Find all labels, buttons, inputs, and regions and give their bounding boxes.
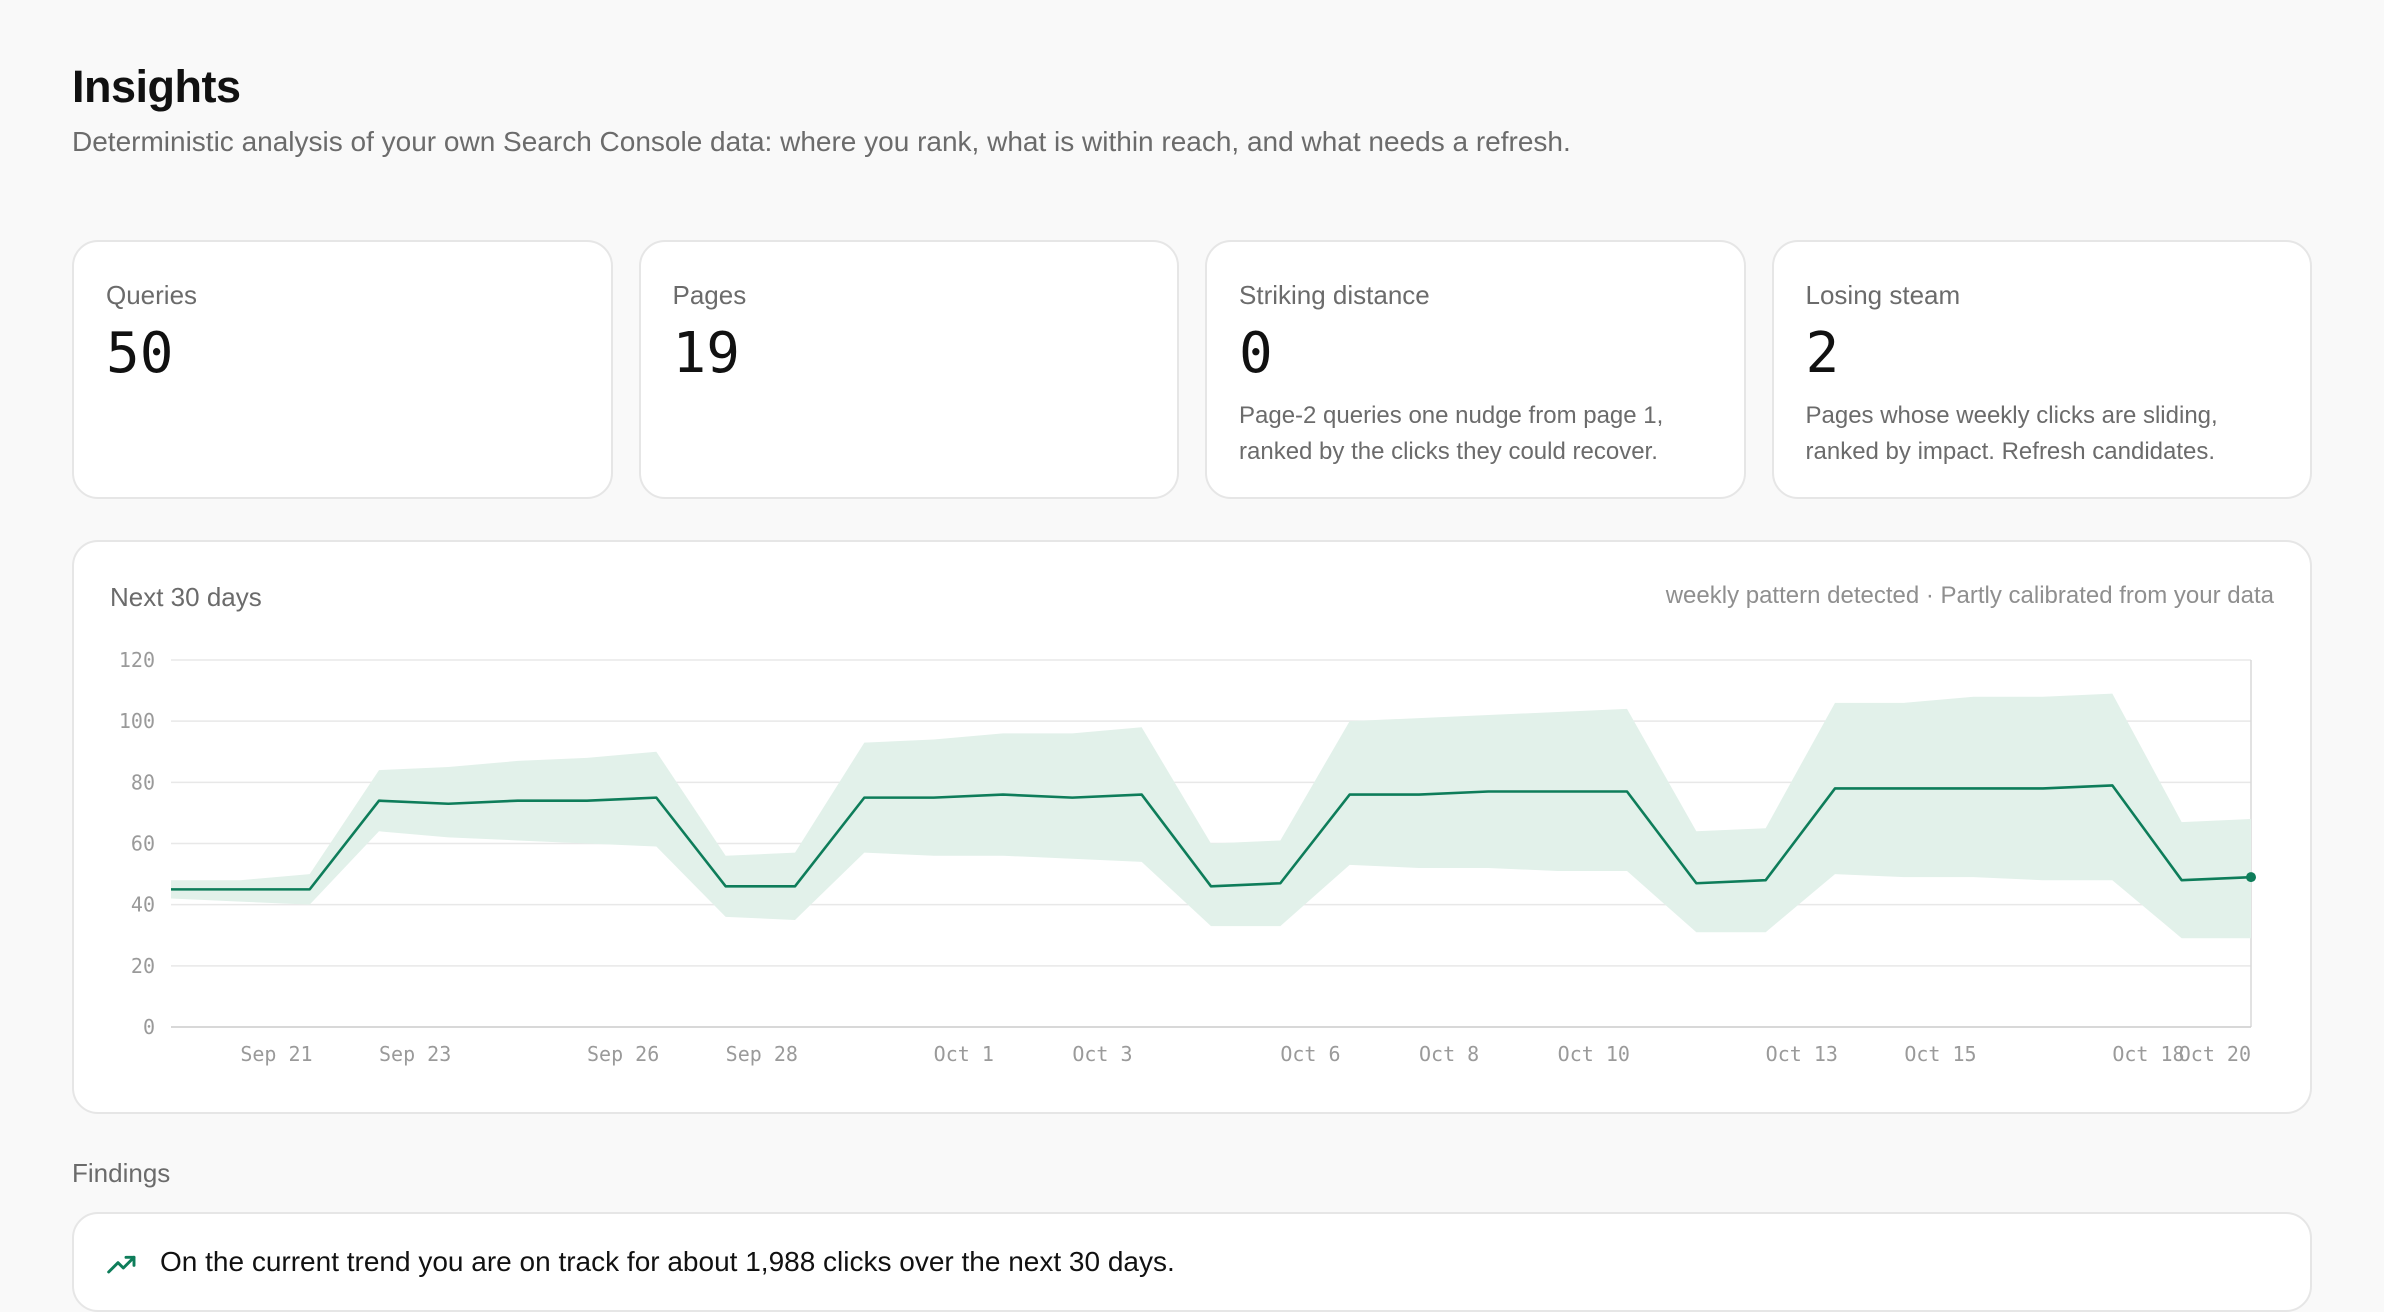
confidence-band — [171, 693, 2251, 939]
data-point[interactable] — [2246, 872, 2256, 883]
y-tick-label: 120 — [119, 648, 155, 672]
chart-note: weekly pattern detected · Partly calibra… — [1665, 582, 2274, 609]
x-tick-label: Oct 20 — [2179, 1042, 2251, 1066]
stat-label: Losing steam — [1805, 280, 1961, 310]
stat-card-striking-distance[interactable]: Striking distance 0 Page-2 queries one n… — [1205, 240, 1746, 499]
stat-value: 2 — [1805, 321, 1840, 386]
y-tick-label: 40 — [131, 893, 155, 917]
stat-value: 19 — [672, 321, 740, 386]
x-tick-label: Oct 8 — [1419, 1042, 1479, 1066]
chart-title: Next 30 days — [110, 582, 262, 612]
forecast-chart: 0 20 40 60 80 100 120 Sep 21 Sep 23 Sep 26 Sep 28 O… — [119, 648, 2256, 1066]
stats-cards: Queries 50 Pages 19 Striking distance 0 … — [72, 240, 2312, 499]
stat-description: Page-2 queries one nudge from page 1, ra… — [1239, 402, 1664, 465]
page-header: Insights Deterministic analysis of your … — [72, 60, 2312, 160]
x-tick-label: Oct 6 — [1280, 1042, 1340, 1066]
page-subtitle: Deterministic analysis of your own Searc… — [72, 126, 1571, 157]
stat-card-queries: Queries 50 — [72, 240, 613, 499]
x-tick-label: Oct 1 — [934, 1042, 994, 1066]
stat-label: Queries — [106, 280, 198, 310]
findings-heading: Findings — [72, 1158, 171, 1188]
forecast-chart-card: 0 20 40 60 80 100 120 Sep 21 Sep 23 Sep 26 Sep 28 O… — [72, 540, 2312, 1114]
forecast-line — [171, 784, 2252, 891]
x-tick-label: Sep 26 — [587, 1042, 659, 1066]
finding-text: On the current trend you are on track fo… — [160, 1246, 1175, 1277]
x-tick-label: Sep 21 — [240, 1042, 312, 1066]
y-tick-label: 20 — [131, 954, 155, 978]
x-tick-label: Oct 15 — [1904, 1042, 1976, 1066]
x-tick-label: Oct 10 — [1558, 1042, 1630, 1066]
stat-value: 50 — [106, 321, 174, 386]
y-tick-label: 80 — [131, 770, 155, 794]
page-title: Insights — [72, 61, 241, 112]
y-tick-label: 100 — [119, 709, 155, 733]
stat-label: Striking distance — [1239, 280, 1430, 310]
x-tick-label: Oct 18 — [2112, 1042, 2184, 1066]
stat-label: Pages — [672, 280, 747, 310]
finding-item: On the current trend you are on track fo… — [72, 1212, 2312, 1312]
x-tick-label: Sep 28 — [726, 1042, 798, 1066]
y-tick-label: 0 — [143, 1015, 155, 1039]
x-tick-label: Oct 13 — [1766, 1042, 1838, 1066]
x-tick-label: Sep 23 — [379, 1042, 451, 1066]
stat-card-pages: Pages 19 — [638, 240, 1179, 499]
stat-value: 0 — [1239, 321, 1273, 386]
trend-up-icon — [107, 1255, 136, 1274]
y-tick-label: 60 — [131, 832, 155, 856]
stat-description: Pages whose weekly clicks are sliding, r… — [1805, 402, 2218, 465]
x-tick-label: Oct 3 — [1072, 1042, 1132, 1066]
stat-card-losing-steam[interactable]: Losing steam 2 Pages whose weekly clicks… — [1771, 240, 2312, 499]
